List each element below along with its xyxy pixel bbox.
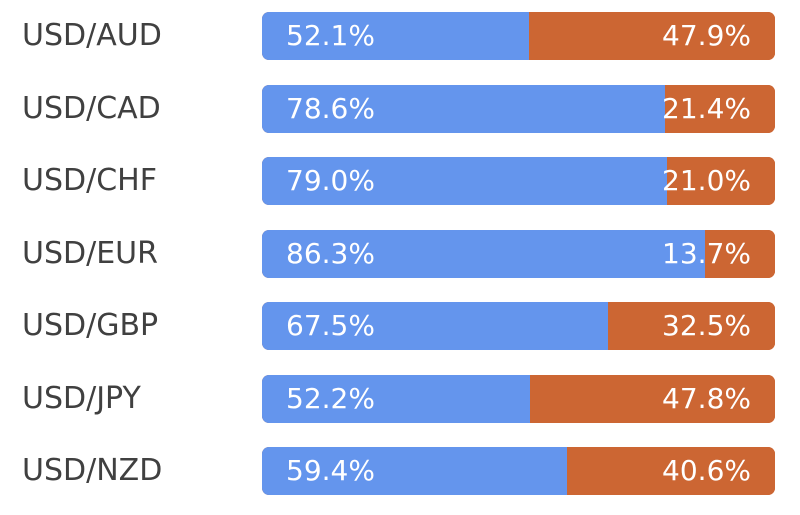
data-label-orange: 40.6% xyxy=(662,454,751,487)
data-label-orange: 32.5% xyxy=(662,309,751,342)
data-label-orange: 21.4% xyxy=(662,91,751,125)
stacked-bar: 79.0% 21.0% xyxy=(262,157,775,205)
data-label-blue: 52.1% xyxy=(286,19,375,52)
bar-segment-orange xyxy=(705,229,775,278)
currency-pair-label: USD/EUR xyxy=(22,235,158,271)
bar-segment-blue xyxy=(262,374,530,423)
bar-segment-blue xyxy=(262,229,705,278)
stacked-bar: 67.5% 32.5% xyxy=(262,302,775,350)
bar-segment-orange xyxy=(529,12,775,60)
stacked-bar: 52.2% 47.8% xyxy=(262,374,775,423)
bar-segment-blue xyxy=(262,84,665,133)
bar-row: USD/NZD 59.4% 40.6% xyxy=(0,447,800,495)
currency-pair-label: USD/NZD xyxy=(22,453,163,488)
data-label-orange: 13.7% xyxy=(662,236,751,270)
data-label-blue: 78.6% xyxy=(286,91,375,125)
data-label-orange: 47.9% xyxy=(662,19,751,52)
bar-segment-blue xyxy=(262,157,667,205)
currency-pair-label: USD/AUD xyxy=(22,18,162,53)
data-label-blue: 67.5% xyxy=(286,309,375,342)
stacked-bar: 52.1% 47.9% xyxy=(262,12,775,60)
data-label-blue: 79.0% xyxy=(286,164,375,197)
bar-row: USD/AUD 52.1% 47.9% xyxy=(0,12,800,60)
stacked-bar: 86.3% 13.7% xyxy=(262,229,775,278)
bar-segment-orange xyxy=(665,84,775,133)
currency-pair-label: USD/GBP xyxy=(22,308,159,343)
stacked-bar: 59.4% 40.6% xyxy=(262,447,775,495)
bar-row: USD/CHF 79.0% 21.0% xyxy=(0,157,800,205)
bar-row: USD/GBP 67.5% 32.5% xyxy=(0,302,800,350)
currency-pair-label: USD/CAD xyxy=(22,90,161,126)
bar-segment-orange xyxy=(667,157,775,205)
data-label-orange: 21.0% xyxy=(662,164,751,197)
bar-segment-blue xyxy=(262,12,529,60)
bar-row: USD/CAD 78.6% 21.4% xyxy=(0,84,800,133)
currency-pair-label: USD/JPY xyxy=(22,380,141,416)
bar-segment-blue xyxy=(262,447,567,495)
data-label-orange: 47.8% xyxy=(662,381,751,415)
stacked-bar: 78.6% 21.4% xyxy=(262,84,775,133)
bar-row: USD/EUR 86.3% 13.7% xyxy=(0,229,800,278)
currency-pair-label: USD/CHF xyxy=(22,163,157,198)
bar-segment-orange xyxy=(567,447,775,495)
data-label-blue: 86.3% xyxy=(286,236,375,270)
bar-row: USD/JPY 52.2% 47.8% xyxy=(0,374,800,423)
data-label-blue: 59.4% xyxy=(286,454,375,487)
data-label-blue: 52.2% xyxy=(286,381,375,415)
bar-segment-orange xyxy=(530,374,775,423)
bar-segment-blue xyxy=(262,302,608,350)
bar-segment-orange xyxy=(608,302,775,350)
